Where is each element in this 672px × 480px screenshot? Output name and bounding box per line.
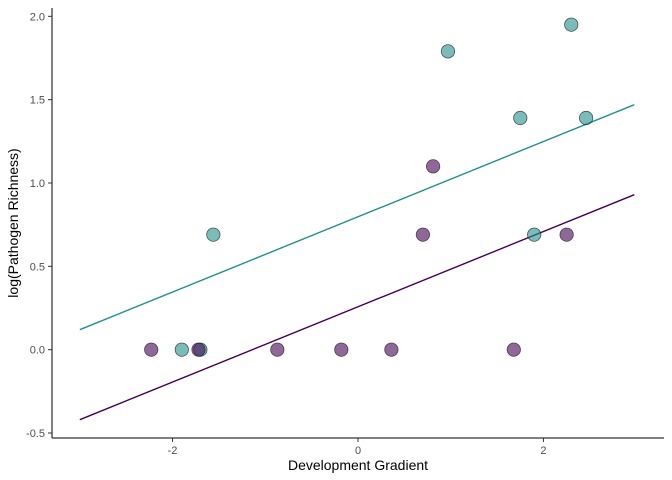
trend-line-series-1 (79, 104, 635, 331)
data-point-series-2-1 (144, 342, 159, 357)
y-tick-label: 2.0 (30, 11, 45, 23)
data-point-series-1-4 (440, 44, 456, 59)
y-tick-label: -0.5 (26, 428, 45, 440)
x-tick-label: -2 (168, 445, 178, 457)
y-tick-label: 1.0 (30, 178, 45, 190)
data-point-series-1-8 (579, 110, 594, 126)
data-point-series-1-6 (527, 227, 542, 242)
x-tick-label: 0 (355, 445, 361, 457)
data-point-series-1-7 (564, 17, 579, 32)
data-point-series-2-5 (384, 342, 399, 357)
trend-line-series-2 (79, 194, 635, 421)
data-point-series-1-5 (513, 110, 528, 126)
y-tick-label: 1.5 (30, 95, 45, 107)
data-point-series-2-8 (506, 342, 521, 357)
y-tick-label: 0.0 (30, 345, 45, 357)
data-point-series-2-6 (415, 227, 431, 242)
data-point-series-2-9 (559, 227, 574, 242)
data-point-series-2-2 (191, 342, 206, 357)
data-point-series-2-3 (270, 342, 285, 357)
y-axis-ticks: -0.5 0.0 0.5 1.0 1.5 2.0 (26, 11, 52, 440)
data-point-series-2-7 (426, 159, 441, 174)
data-point-series-2-4 (334, 342, 349, 357)
trend-lines (79, 104, 635, 421)
data-point-series-1-3 (206, 227, 221, 242)
x-axis-ticks: -2 0 2 (168, 438, 547, 457)
x-tick-label: 2 (540, 445, 546, 457)
y-axis-title: log(Pathogen Richness) (5, 148, 21, 297)
data-point-series-1-1 (174, 342, 189, 357)
y-tick-label: 0.5 (30, 261, 45, 273)
data-points (144, 17, 594, 357)
x-axis-title: Development Gradient (288, 457, 428, 473)
